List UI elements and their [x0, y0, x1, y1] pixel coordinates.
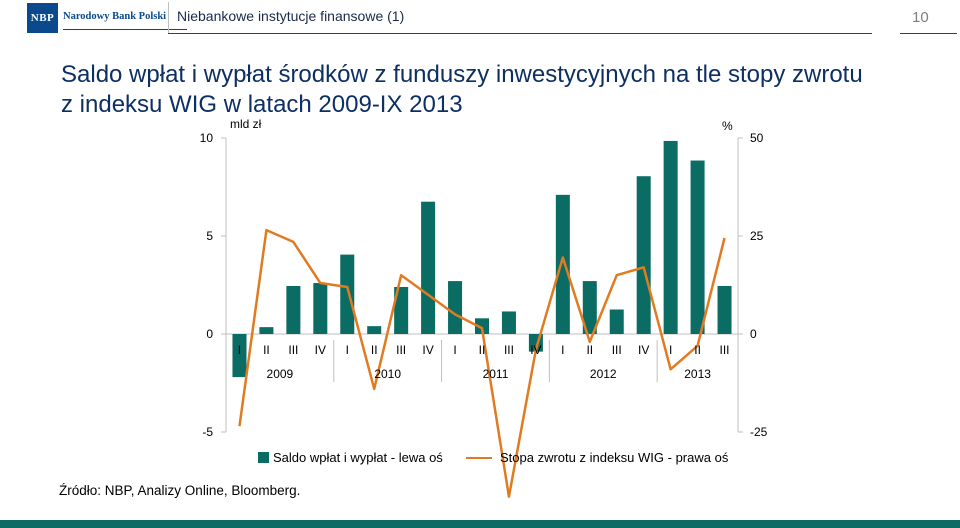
year-label: 2013 [684, 367, 711, 381]
x-tick-label: III [288, 343, 298, 357]
bar [717, 285, 732, 334]
bar [690, 160, 705, 334]
legend-line-swatch [466, 456, 492, 459]
x-tick-label: II [694, 343, 701, 357]
x-tick-label: IV [315, 343, 326, 357]
bar [421, 201, 436, 334]
x-tick-label: IV [530, 343, 541, 357]
year-label: 2009 [267, 367, 294, 381]
x-tick-label: III [612, 343, 622, 357]
y-left-tick-label: 0 [206, 327, 213, 341]
line-series [238, 228, 726, 498]
slide-title: Saldo wpłat i wypłat środków z funduszy … [61, 61, 863, 118]
bar [367, 326, 382, 334]
x-tick-label: I [238, 343, 241, 357]
y-left-tick-label: 10 [200, 131, 214, 145]
y-left-tick-label: 5 [206, 229, 213, 243]
bar [555, 194, 570, 334]
x-tick-label: II [263, 343, 270, 357]
header-rule [168, 33, 872, 34]
bar [448, 281, 463, 334]
legend: Saldo wpłat i wypłat - lewa oś Stopa zwr… [0, 450, 960, 468]
nbp-logo: NBP Narodowy Bank Polski [27, 3, 187, 33]
bar [232, 334, 247, 378]
x-tick-label: IV [638, 343, 649, 357]
bar [259, 327, 274, 334]
header-title: Niebankowe instytucje finansowe (1) [177, 8, 405, 24]
year-label: 2011 [483, 367, 509, 381]
x-tick-label: I [669, 343, 672, 357]
legend-bar-swatch [258, 452, 269, 463]
logo-abbrev: NBP [27, 3, 58, 33]
legend-item-line: Stopa zwrotu z indeksu WIG - prawa oś [466, 450, 728, 465]
legend-label-line: Stopa zwrotu z indeksu WIG - prawa oś [500, 450, 729, 465]
bar [474, 318, 490, 334]
logo-name: Narodowy Bank Polski [63, 11, 167, 22]
bar [663, 140, 678, 334]
x-tick-label: I [561, 343, 564, 357]
bar [340, 254, 355, 334]
bar-series [232, 140, 732, 378]
header-separator [168, 2, 169, 34]
page-number: 10 [912, 9, 929, 26]
legend-item-bars: Saldo wpłat i wypłat - lewa oś [258, 450, 443, 465]
bar [313, 283, 328, 334]
y-left-tick-label: -5 [202, 425, 213, 439]
bottom-band [0, 520, 960, 528]
y-left-label: mld zł [230, 117, 262, 131]
y-right-tick-label: 50 [750, 131, 764, 145]
logo-underline [63, 29, 187, 30]
x-tick-label: III [396, 343, 406, 357]
source-note: Źródło: NBP, Analizy Online, Bloomberg. [59, 483, 301, 498]
x-tick-label: III [504, 343, 514, 357]
y-right-tick-label: -25 [750, 425, 768, 439]
bar [394, 286, 409, 334]
bar [286, 285, 301, 334]
y-right-tick-label: 0 [750, 327, 757, 341]
year-label: 2012 [590, 367, 617, 381]
legend-label-bars: Saldo wpłat i wypłat - lewa oś [273, 450, 443, 465]
page-number-rule [900, 33, 957, 34]
year-label: 2010 [374, 367, 401, 381]
bar [501, 311, 516, 334]
x-tick-label: III [720, 343, 730, 357]
x-tick-label: II [371, 343, 378, 357]
bar [636, 176, 651, 334]
y-right-label: % [722, 119, 733, 133]
x-tick-label: IV [422, 343, 433, 357]
x-tick-label: I [346, 343, 349, 357]
bar [582, 281, 597, 334]
x-tick-label: II [586, 343, 593, 357]
bar [609, 309, 624, 334]
x-tick-label: II [479, 343, 486, 357]
y-right-tick-label: 25 [750, 229, 764, 243]
x-tick-label: I [453, 343, 456, 357]
